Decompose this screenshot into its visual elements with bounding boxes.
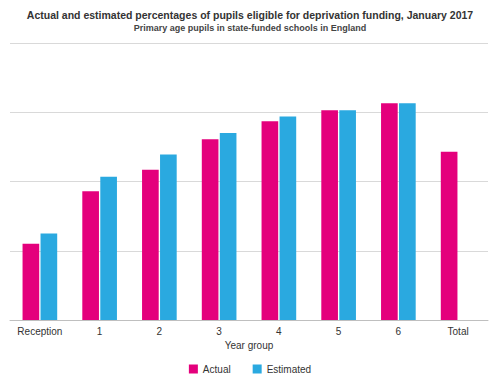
svg-text:3: 3: [216, 326, 222, 337]
svg-text:Estimated: Estimated: [267, 364, 311, 375]
svg-text:Reception: Reception: [17, 326, 62, 337]
svg-text:1: 1: [97, 326, 103, 337]
svg-text:4: 4: [276, 326, 282, 337]
svg-text:Year group: Year group: [225, 340, 274, 351]
svg-text:Actual: Actual: [203, 364, 231, 375]
svg-text:2: 2: [157, 326, 163, 337]
svg-text:Actual and estimated percentag: Actual and estimated percentages of pupi…: [27, 9, 474, 21]
svg-text:Total: Total: [448, 326, 469, 337]
svg-text:Primary age pupils in state-fu: Primary age pupils in state-funded schoo…: [134, 23, 367, 33]
svg-text:6: 6: [396, 326, 402, 337]
svg-text:5: 5: [336, 326, 342, 337]
